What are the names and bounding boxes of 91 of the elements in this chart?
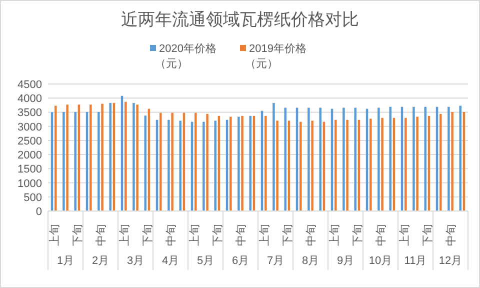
x-tick-label: 上旬	[398, 224, 411, 246]
x-tick-label: 中旬	[444, 224, 458, 246]
bar	[284, 108, 286, 211]
x-tick-label: 下旬	[212, 224, 224, 246]
text: 3月	[126, 255, 144, 267]
bar	[300, 122, 302, 211]
text: 8月	[302, 255, 320, 267]
bar	[214, 120, 216, 211]
bar	[334, 120, 337, 211]
text: 5月	[196, 255, 214, 267]
x-tick-label: 下旬	[72, 224, 84, 246]
x-tick-label: 中旬	[94, 224, 108, 246]
x-tick-label: 下旬	[352, 224, 364, 246]
bar	[404, 118, 407, 211]
bar	[346, 120, 348, 211]
bar	[440, 114, 442, 211]
bar	[311, 120, 314, 211]
bar	[90, 104, 92, 211]
bar	[448, 106, 450, 211]
bar	[459, 106, 462, 211]
y-tick-label: 0	[36, 206, 42, 218]
x-tick-label: 中旬	[234, 224, 248, 246]
text: 6月	[232, 255, 250, 267]
x-tick-label: 上旬	[48, 224, 61, 246]
y-tick-label: 2500	[18, 135, 42, 148]
bar	[389, 106, 392, 211]
legend-label: 2020年价格（元）	[155, 43, 216, 70]
y-tick-label: 1500	[18, 164, 42, 176]
x-tick-label: 下旬	[422, 224, 434, 246]
bar	[109, 102, 112, 211]
bar	[342, 108, 345, 211]
bar	[381, 118, 384, 211]
y-tick-label: 1000	[18, 178, 42, 190]
text: 1月	[56, 255, 74, 267]
bar	[272, 102, 275, 211]
y-tick-label: 3500	[18, 107, 42, 120]
bar	[62, 112, 65, 211]
y-tick-label: 4500	[18, 79, 42, 91]
bar	[276, 120, 278, 211]
text: 2月	[92, 255, 110, 267]
bar	[354, 108, 356, 211]
bar	[66, 104, 68, 211]
bar	[54, 106, 57, 211]
bar	[206, 114, 208, 211]
text: 9月	[336, 255, 354, 267]
x-tick-label: 上旬	[328, 224, 341, 246]
x-tick-label: 下旬	[142, 224, 154, 246]
bar	[179, 120, 182, 211]
bar	[124, 102, 127, 211]
bar	[168, 120, 170, 211]
x-tick-label: 上旬	[188, 224, 201, 246]
bar	[249, 116, 252, 211]
bar	[230, 116, 232, 211]
bar	[241, 116, 244, 211]
bar	[451, 112, 454, 211]
bar	[370, 118, 372, 211]
bar	[202, 122, 205, 211]
bar	[194, 112, 197, 211]
bar	[416, 116, 418, 211]
bar	[319, 108, 322, 211]
x-tick-label: 中旬	[374, 224, 388, 246]
text: 12月	[438, 255, 462, 267]
bar	[238, 116, 240, 211]
bar	[101, 104, 104, 211]
y-tick-label: 4000	[18, 93, 42, 106]
bar	[132, 102, 135, 211]
bar	[160, 112, 162, 211]
x-tick-label: 上旬	[118, 224, 131, 246]
x-tick-label: 中旬	[304, 224, 318, 246]
y-tick-label: 3000	[18, 121, 42, 134]
text: 4月	[162, 255, 180, 267]
x-tick-label: 上旬	[258, 224, 271, 246]
text: 7月	[266, 255, 284, 267]
bar	[424, 106, 426, 211]
bar	[171, 112, 174, 211]
bar	[264, 116, 267, 211]
y-tick-label: 500	[24, 192, 42, 204]
bar	[136, 104, 138, 211]
chart-title: 近两年流通领域瓦楞纸价格对比	[121, 10, 359, 29]
legend-label: 2019年价格（元）	[245, 43, 306, 70]
bar	[144, 116, 146, 211]
x-tick-label: 下旬	[282, 224, 294, 246]
text: 11月	[404, 255, 427, 267]
x-tick-label: 中旬	[164, 224, 178, 246]
bar	[378, 108, 380, 211]
text: 10月	[368, 255, 392, 267]
bar	[98, 112, 100, 211]
bar	[412, 106, 415, 211]
y-tick-label: 2000	[18, 150, 42, 162]
bar	[74, 112, 76, 211]
bar	[308, 108, 310, 211]
